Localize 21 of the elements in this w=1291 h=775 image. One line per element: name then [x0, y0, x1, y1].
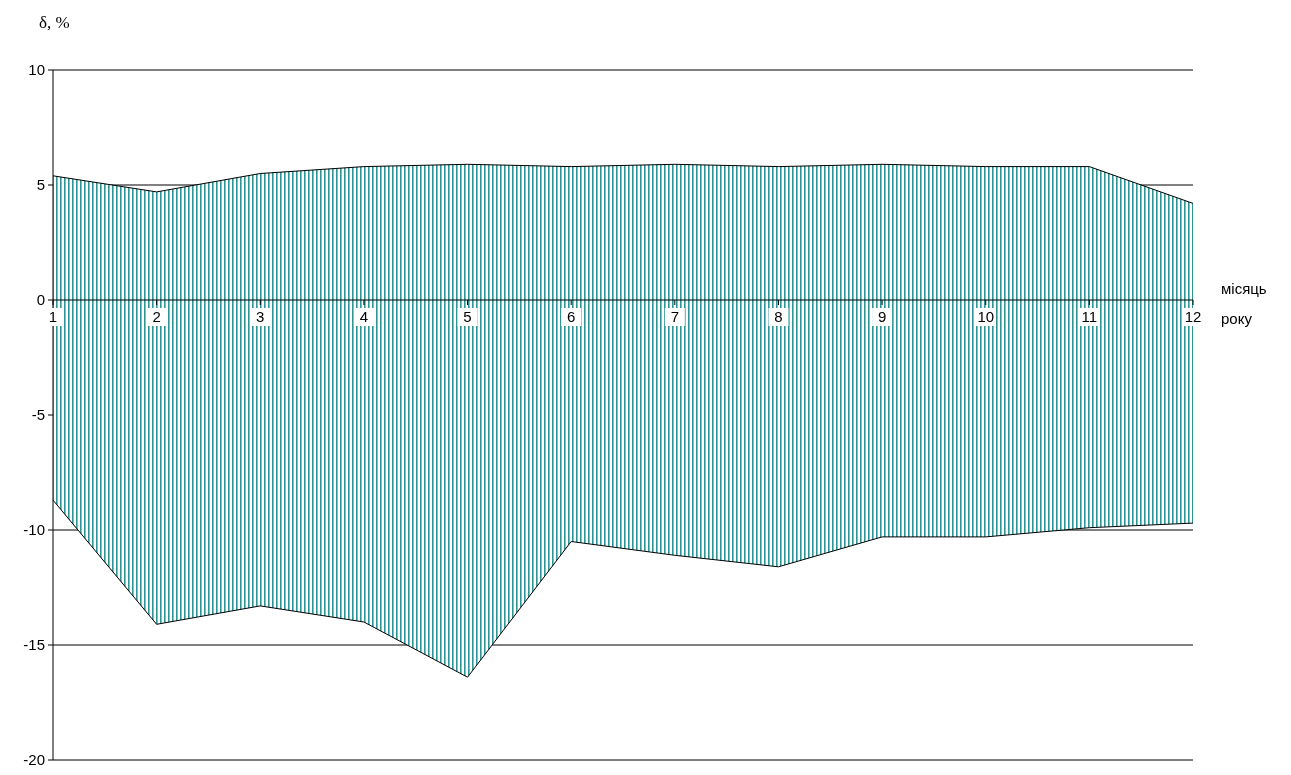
x-tick-label: 6: [567, 308, 576, 325]
y-tick-label: -5: [31, 406, 45, 424]
x-tick-label: 12: [1184, 308, 1202, 325]
y-tick-label: 5: [36, 176, 45, 194]
x-tick-label: 10: [977, 308, 995, 325]
y-tick-label: -15: [23, 636, 45, 654]
x-tick-label: 8: [774, 308, 783, 325]
y-tick-label: 0: [36, 291, 45, 309]
x-tick-label: 11: [1081, 308, 1098, 325]
x-tick-label: 4: [359, 308, 369, 325]
y-tick-label: -10: [23, 521, 45, 539]
y-tick-label: 10: [28, 61, 45, 79]
x-tick-label: 1: [48, 308, 58, 325]
x-tick-label: 2: [152, 308, 161, 325]
x-axis-title: місяць року: [1221, 280, 1267, 327]
y-tick-label: -20: [23, 751, 45, 769]
x-tick-label: 7: [670, 308, 679, 325]
x-tick-label: 9: [877, 308, 887, 325]
x-tick-label: 5: [463, 308, 472, 325]
y-axis-title: δ, %: [39, 13, 70, 32]
x-tick-label: 3: [256, 308, 265, 325]
